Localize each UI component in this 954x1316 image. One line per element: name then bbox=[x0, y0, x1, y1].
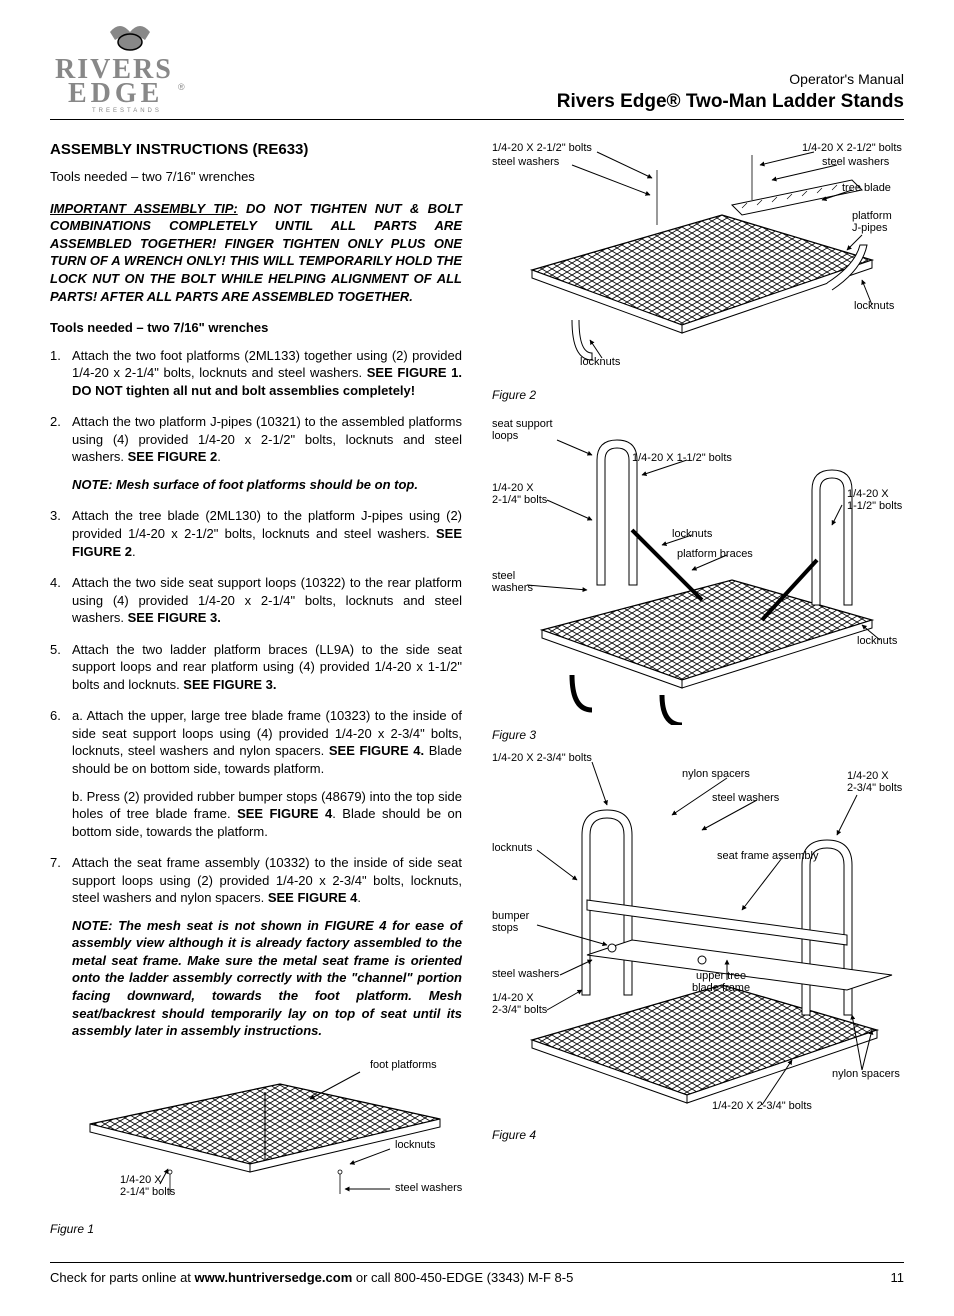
fig2-locknuts-r: locknuts bbox=[854, 300, 894, 312]
tip-lead: IMPORTANT ASSEMBLY TIP: bbox=[50, 201, 238, 216]
fig4-caption: Figure 4 bbox=[492, 1127, 904, 1143]
fig2-bolts-tr: 1/4-20 X 2-1/2" bolts bbox=[802, 142, 902, 154]
fig3-braces: platform braces bbox=[677, 548, 753, 560]
fig1-bolts: 1/4-20 X 2-1/4" bolts bbox=[120, 1174, 175, 1198]
fig4-bolts-tl: 1/4-20 X 2-3/4" bolts bbox=[492, 752, 592, 764]
fig1-caption: Figure 1 bbox=[50, 1221, 462, 1237]
tools-line: Tools needed – two 7/16" wrenches bbox=[50, 168, 462, 186]
fig2-caption: Figure 2 bbox=[492, 387, 904, 403]
fig1-washers: steel washers bbox=[395, 1182, 462, 1194]
footer-url: www.huntriversedge.com bbox=[195, 1270, 353, 1285]
fig3-locknuts-mid: locknuts bbox=[672, 528, 712, 540]
step-5: Attach the two ladder platform braces (L… bbox=[50, 641, 462, 694]
fig3-bolts-1-12: 1/4-20 X 1-1/2" bolts bbox=[632, 452, 732, 464]
fig4-bolts-tr: 1/4-20 X 2-3/4" bolts bbox=[847, 770, 902, 794]
figure-1: foot platforms locknuts 1/4-20 X 2-1/4" … bbox=[50, 1054, 462, 1234]
fig3-washers-l: steel washers bbox=[492, 570, 533, 594]
svg-text:®: ® bbox=[178, 82, 185, 92]
fig4-bumper: bumper stops bbox=[492, 910, 529, 934]
step-2-note: NOTE: Mesh surface of foot platforms sho… bbox=[72, 476, 462, 494]
step-3: Attach the tree blade (2ML130) to the pl… bbox=[50, 507, 462, 560]
step-7-note: NOTE: The mesh seat is not shown in FIGU… bbox=[72, 917, 462, 1040]
fig2-washers-tr: steel washers bbox=[822, 156, 889, 168]
fig4-nylon-top: nylon spacers bbox=[682, 768, 750, 780]
fig3-bolts-2-14: 1/4-20 X 2-1/4" bolts bbox=[492, 482, 547, 506]
fig4-upper-tree: upper tree blade frame bbox=[692, 970, 750, 994]
fig4-bolts-b: 1/4-20 X 2-3/4" bolts bbox=[712, 1100, 812, 1112]
fig4-seat-frame: seat frame assembly bbox=[717, 850, 818, 862]
step-6: a. Attach the upper, large tree blade fr… bbox=[50, 707, 462, 840]
figure-4: 1/4-20 X 2-3/4" bolts nylon spacers stee… bbox=[492, 750, 904, 1140]
fig4-locknuts-l: locknuts bbox=[492, 842, 532, 854]
step-1: Attach the two foot platforms (2ML133) t… bbox=[50, 347, 462, 400]
fig2-locknuts-b: locknuts bbox=[580, 356, 620, 368]
page-number: 11 bbox=[891, 1269, 905, 1287]
page-footer: Check for parts online at www.huntrivers… bbox=[50, 1262, 904, 1287]
fig2-tree-blade: tree blade bbox=[842, 182, 891, 194]
fig1-locknuts: locknuts bbox=[395, 1139, 435, 1151]
fig4-washers-top: steel washers bbox=[712, 792, 779, 804]
fig1-foot-platforms: foot platforms bbox=[370, 1059, 437, 1071]
fig3-locknuts-r: locknuts bbox=[857, 635, 897, 647]
right-column: 1/4-20 X 2-1/2" bolts steel washers 1/4-… bbox=[492, 140, 904, 1244]
brand-logo: RIVERS EDGE ® TREESTANDS bbox=[50, 20, 210, 115]
product-title: Rivers Edge® Two-Man Ladder Stands bbox=[557, 89, 904, 115]
step-4: Attach the two side seat support loops (… bbox=[50, 574, 462, 627]
manual-type: Operator's Manual bbox=[557, 70, 904, 89]
step-2: Attach the two platform J-pipes (10321) … bbox=[50, 413, 462, 493]
svg-text:EDGE: EDGE bbox=[68, 78, 163, 109]
left-column: ASSEMBLY INSTRUCTIONS (RE633) Tools need… bbox=[50, 140, 462, 1244]
figure-3: seat support loops 1/4-20 X 1-1/2" bolts… bbox=[492, 410, 904, 740]
section-heading: ASSEMBLY INSTRUCTIONS (RE633) bbox=[50, 140, 462, 160]
svg-text:TREESTANDS: TREESTANDS bbox=[92, 108, 162, 114]
fig4-washers-l: steel washers bbox=[492, 968, 559, 980]
fig4-bolts-bl: 1/4-20 X 2-3/4" bolts bbox=[492, 992, 547, 1016]
tools-bold: Tools needed – two 7/16" wrenches bbox=[50, 319, 462, 337]
tip-body: DO NOT TIGHTEN NUT & BOLT COMBINATIONS C… bbox=[50, 201, 462, 304]
assembly-steps: Attach the two foot platforms (2ML133) t… bbox=[50, 347, 462, 1040]
content-columns: ASSEMBLY INSTRUCTIONS (RE633) Tools need… bbox=[50, 140, 904, 1244]
fig3-bolts-1-12-r: 1/4-20 X 1-1/2" bolts bbox=[847, 488, 902, 512]
fig3-caption: Figure 3 bbox=[492, 727, 904, 743]
page-header: RIVERS EDGE ® TREESTANDS Operator's Manu… bbox=[50, 20, 904, 120]
assembly-tip: IMPORTANT ASSEMBLY TIP: DO NOT TIGHTEN N… bbox=[50, 200, 462, 305]
step-6b: b. Press (2) provided rubber bumper stop… bbox=[72, 788, 462, 841]
figure-2: 1/4-20 X 2-1/2" bolts steel washers 1/4-… bbox=[492, 140, 904, 400]
fig2-washers-tl: steel washers bbox=[492, 156, 559, 168]
step-7: Attach the seat frame assembly (10332) t… bbox=[50, 854, 462, 1039]
header-right: Operator's Manual Rivers Edge® Two-Man L… bbox=[557, 70, 904, 115]
fig2-bolts-tl: 1/4-20 X 2-1/2" bolts bbox=[492, 142, 592, 154]
fig3-seat-loops: seat support loops bbox=[492, 418, 553, 442]
footer-text: Check for parts online at www.huntrivers… bbox=[50, 1269, 573, 1287]
fig4-nylon-br: nylon spacers bbox=[832, 1068, 900, 1080]
fig2-jpipes: platform J-pipes bbox=[852, 210, 892, 234]
